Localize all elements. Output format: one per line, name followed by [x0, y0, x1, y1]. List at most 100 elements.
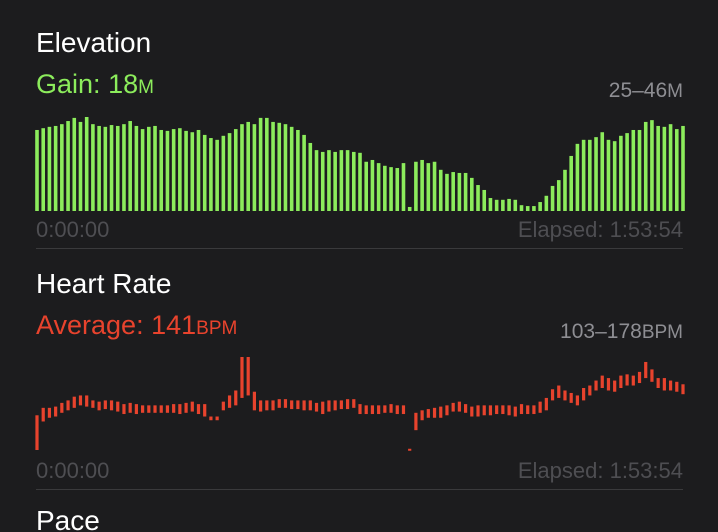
summary-label: Gain:	[36, 69, 101, 99]
range-bar	[513, 406, 517, 417]
range-bar	[606, 378, 611, 391]
elapsed-time: Elapsed: 1:53:54	[518, 217, 683, 242]
range-bar	[259, 400, 263, 412]
range-bar	[333, 400, 337, 411]
bar	[525, 206, 530, 211]
bar	[35, 129, 39, 211]
bar	[643, 121, 648, 211]
range-bar	[78, 395, 83, 406]
bar	[196, 129, 201, 211]
range-bar	[66, 400, 70, 411]
range-bar	[389, 404, 393, 413]
bar	[345, 150, 350, 211]
bar	[364, 161, 369, 211]
range-bar	[271, 400, 275, 411]
bar	[420, 159, 424, 211]
range-bar	[370, 405, 375, 415]
bar	[600, 132, 605, 211]
bar	[147, 126, 151, 211]
bar	[333, 151, 337, 211]
range-bar	[668, 380, 673, 391]
range-bar	[557, 385, 561, 398]
bar	[482, 189, 487, 211]
range-bar	[246, 357, 250, 396]
range-bar	[35, 415, 39, 450]
bar	[53, 125, 58, 211]
range-bar	[613, 380, 617, 392]
bar	[165, 130, 170, 211]
bar	[271, 121, 275, 211]
bar	[637, 129, 642, 211]
range-unit: M	[667, 81, 683, 102]
range-bar	[544, 397, 548, 411]
range-bar	[60, 402, 64, 413]
start-time: 0:00:00	[36, 217, 109, 242]
bar	[84, 117, 89, 211]
summary-unit: M	[138, 77, 154, 98]
bar	[351, 151, 356, 211]
bar	[519, 205, 524, 211]
range-bar	[190, 401, 194, 412]
bar	[631, 129, 636, 211]
bar	[426, 163, 431, 211]
bar	[476, 185, 480, 211]
range-bar	[103, 400, 107, 410]
range-bar	[681, 384, 685, 395]
bar	[507, 198, 511, 211]
range-bar	[296, 400, 300, 410]
bar	[209, 138, 213, 211]
range-bar	[420, 410, 424, 421]
bar	[72, 117, 77, 211]
bar	[171, 129, 176, 211]
range: 103–178BPM	[560, 320, 683, 343]
bar	[401, 163, 406, 211]
bar	[258, 117, 263, 211]
range-bar	[445, 405, 449, 416]
range-bar	[345, 399, 350, 410]
range-bar	[116, 401, 120, 412]
range-label: 103–178	[560, 320, 642, 343]
bar	[538, 202, 542, 211]
bar	[252, 124, 257, 211]
range-bar	[172, 404, 176, 413]
range-bar	[277, 399, 281, 408]
summary-value: 141	[151, 310, 196, 340]
range-bar	[41, 407, 45, 422]
bar	[109, 125, 114, 211]
bar	[438, 169, 443, 211]
bar	[488, 198, 493, 211]
bar	[445, 173, 449, 211]
bar	[407, 206, 412, 211]
range-bar	[240, 357, 244, 398]
range-bar	[482, 405, 486, 416]
bar	[650, 120, 654, 211]
range-bar	[488, 405, 493, 416]
start-time: 0:00:00	[36, 458, 109, 483]
bar	[103, 126, 108, 211]
bar	[668, 124, 673, 211]
heart-rate-chart	[35, 357, 685, 451]
bar	[395, 168, 400, 211]
range-bar	[290, 400, 294, 410]
bar	[575, 143, 580, 211]
range-bar	[637, 371, 642, 384]
range-bar	[426, 409, 430, 418]
bar	[569, 155, 573, 211]
range-bar	[358, 404, 362, 415]
bar	[619, 135, 623, 211]
bar	[246, 121, 250, 211]
elevation-chart	[35, 117, 685, 211]
bar	[320, 151, 325, 211]
range-bar	[159, 405, 163, 413]
bar	[190, 132, 195, 211]
bar	[134, 125, 139, 211]
bar	[115, 125, 120, 211]
range-bar	[532, 405, 536, 415]
bar	[128, 121, 132, 211]
range-bar	[408, 448, 412, 451]
range-bar	[178, 404, 182, 415]
range-bar	[582, 388, 586, 401]
bar	[532, 206, 536, 211]
